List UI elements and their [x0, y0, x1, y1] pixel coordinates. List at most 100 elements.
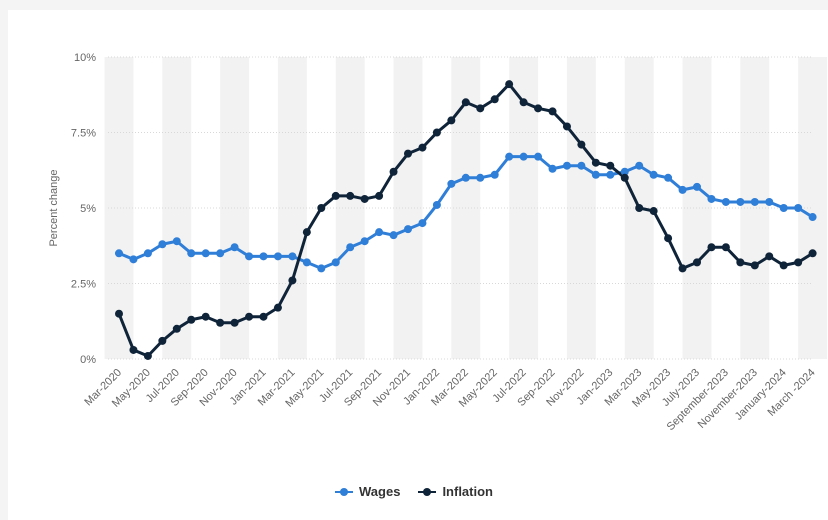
wages-data-point[interactable]	[317, 264, 326, 273]
inflation-data-point[interactable]	[548, 107, 557, 116]
wages-data-point[interactable]	[404, 225, 412, 234]
inflation-data-point[interactable]	[721, 243, 730, 252]
inflation-data-point[interactable]	[331, 191, 340, 200]
inflation-data-point[interactable]	[288, 276, 297, 285]
wages-data-point[interactable]	[562, 161, 571, 170]
wages-data-point[interactable]	[678, 185, 687, 194]
inflation-data-point[interactable]	[129, 345, 138, 354]
wages-data-point[interactable]	[794, 204, 803, 212]
inflation-data-point[interactable]	[794, 258, 803, 267]
wages-data-point[interactable]	[620, 167, 629, 176]
inflation-data-point[interactable]	[115, 309, 123, 318]
inflation-data-point[interactable]	[519, 98, 528, 107]
inflation-data-point[interactable]	[562, 122, 571, 131]
wages-data-point[interactable]	[779, 204, 788, 212]
wages-data-point[interactable]	[476, 173, 485, 182]
inflation-data-point[interactable]	[779, 261, 788, 270]
wages-data-point[interactable]	[606, 170, 615, 179]
inflation-data-point[interactable]	[447, 116, 456, 125]
wages-data-point[interactable]	[447, 179, 456, 188]
inflation-data-point[interactable]	[534, 104, 543, 113]
wages-data-point[interactable]	[534, 152, 543, 161]
inflation-data-point[interactable]	[461, 98, 470, 107]
inflation-data-point[interactable]	[245, 312, 254, 321]
wages-data-point[interactable]	[331, 258, 340, 267]
wages-data-point[interactable]	[721, 197, 730, 206]
inflation-data-point[interactable]	[664, 234, 673, 243]
inflation-data-point[interactable]	[201, 312, 210, 321]
inflation-data-point[interactable]	[187, 315, 196, 324]
wages-data-point[interactable]	[693, 182, 701, 191]
wages-data-point[interactable]	[201, 249, 210, 258]
wages-data-point[interactable]	[461, 173, 470, 182]
wages-data-point[interactable]	[635, 161, 644, 170]
inflation-data-point[interactable]	[505, 80, 514, 89]
wages-data-point[interactable]	[505, 152, 514, 161]
wages-data-point[interactable]	[216, 249, 225, 258]
wages-data-point[interactable]	[750, 197, 759, 206]
inflation-data-point[interactable]	[750, 261, 759, 270]
inflation-data-point[interactable]	[346, 191, 355, 200]
wages-data-point[interactable]	[649, 170, 658, 179]
wages-data-point[interactable]	[115, 249, 123, 258]
inflation-data-point[interactable]	[808, 249, 817, 258]
inflation-data-point[interactable]	[765, 252, 774, 261]
inflation-data-point[interactable]	[678, 264, 687, 273]
inflation-data-point[interactable]	[490, 95, 499, 104]
wages-data-point[interactable]	[172, 237, 181, 246]
wages-data-point[interactable]	[707, 194, 716, 203]
wages-data-point[interactable]	[158, 240, 167, 249]
inflation-data-point[interactable]	[158, 336, 167, 345]
inflation-data-point[interactable]	[230, 318, 239, 327]
inflation-data-point[interactable]	[649, 207, 658, 216]
inflation-data-point[interactable]	[216, 318, 225, 327]
wages-data-point[interactable]	[346, 243, 355, 252]
inflation-data-point[interactable]	[317, 204, 326, 212]
wages-data-point[interactable]	[143, 249, 152, 258]
wages-data-point[interactable]	[302, 258, 311, 267]
wages-data-point[interactable]	[187, 249, 196, 258]
inflation-data-point[interactable]	[432, 128, 441, 137]
wages-data-point[interactable]	[245, 252, 254, 261]
wages-data-point[interactable]	[736, 197, 745, 206]
inflation-data-point[interactable]	[620, 173, 629, 182]
wages-data-point[interactable]	[591, 170, 600, 179]
inflation-data-point[interactable]	[476, 104, 485, 113]
wages-data-point[interactable]	[432, 200, 441, 209]
inflation-data-point[interactable]	[591, 158, 600, 167]
inflation-data-point[interactable]	[172, 324, 181, 333]
inflation-data-point[interactable]	[273, 303, 282, 312]
wages-data-point[interactable]	[418, 219, 427, 228]
wages-data-point[interactable]	[490, 170, 499, 179]
wages-data-point[interactable]	[577, 161, 586, 170]
wages-data-point[interactable]	[288, 252, 297, 261]
wages-data-point[interactable]	[808, 213, 817, 222]
inflation-data-point[interactable]	[259, 312, 268, 321]
wages-data-point[interactable]	[664, 173, 673, 182]
wages-data-point[interactable]	[230, 243, 239, 252]
inflation-data-point[interactable]	[736, 258, 745, 267]
inflation-data-point[interactable]	[143, 351, 152, 360]
wages-data-point[interactable]	[389, 231, 398, 240]
inflation-data-point[interactable]	[418, 143, 427, 152]
wages-data-point[interactable]	[548, 164, 557, 173]
legend-item-wages[interactable]: Wages	[335, 484, 400, 499]
inflation-data-point[interactable]	[606, 161, 615, 170]
inflation-data-point[interactable]	[375, 191, 384, 200]
inflation-data-point[interactable]	[635, 204, 644, 212]
wages-data-point[interactable]	[375, 228, 384, 237]
inflation-data-point[interactable]	[693, 258, 701, 267]
wages-data-point[interactable]	[129, 255, 138, 264]
inflation-data-point[interactable]	[404, 149, 412, 158]
inflation-data-point[interactable]	[577, 140, 586, 149]
inflation-data-point[interactable]	[360, 194, 369, 203]
inflation-data-point[interactable]	[389, 167, 398, 176]
inflation-data-point[interactable]	[707, 243, 716, 252]
wages-data-point[interactable]	[360, 237, 369, 246]
wages-data-point[interactable]	[273, 252, 282, 261]
legend-item-inflation[interactable]: Inflation	[418, 484, 493, 499]
wages-data-point[interactable]	[259, 252, 268, 261]
wages-data-point[interactable]	[765, 197, 774, 206]
wages-data-point[interactable]	[519, 152, 528, 161]
inflation-data-point[interactable]	[302, 228, 311, 237]
